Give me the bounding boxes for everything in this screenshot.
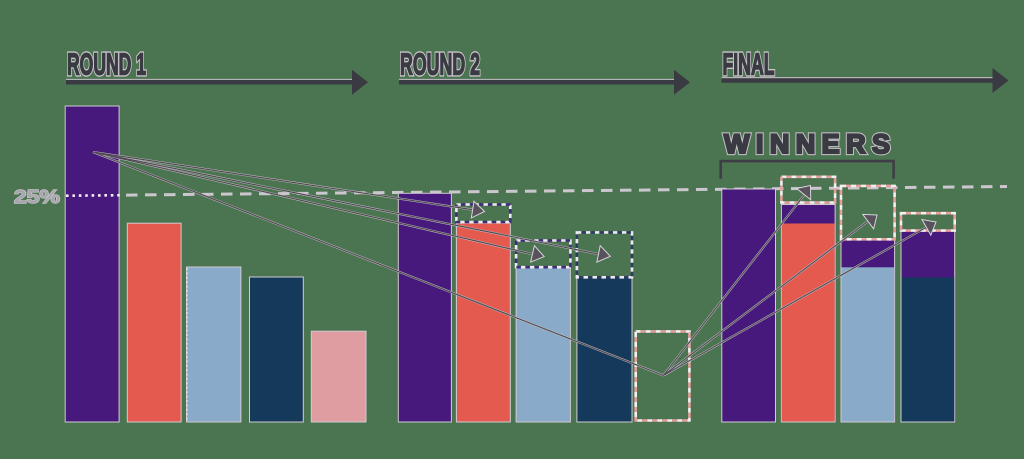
svg-text:WINNERS: WINNERS <box>724 129 890 159</box>
svg-text:25%: 25% <box>14 187 60 207</box>
svg-text:ROUND 1: ROUND 1 <box>67 47 146 82</box>
svg-text:FINAL: FINAL <box>723 47 775 82</box>
svg-text:ROUND 1: ROUND 1 <box>67 47 146 82</box>
svg-text:FINAL: FINAL <box>723 47 775 82</box>
svg-text:ROUND 2: ROUND 2 <box>400 47 480 82</box>
svg-text:ROUND 2: ROUND 2 <box>400 47 480 82</box>
